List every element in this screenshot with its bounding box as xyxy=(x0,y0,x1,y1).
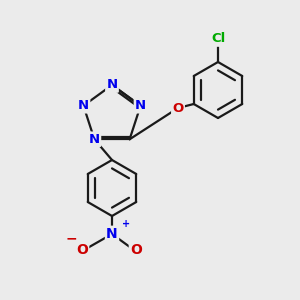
Text: +: + xyxy=(122,219,130,229)
Text: −: − xyxy=(66,231,78,245)
Text: N: N xyxy=(106,79,118,92)
Text: Cl: Cl xyxy=(211,32,225,46)
Text: O: O xyxy=(130,243,142,257)
Text: N: N xyxy=(78,99,89,112)
Text: O: O xyxy=(76,243,88,257)
Text: O: O xyxy=(172,101,184,115)
Text: N: N xyxy=(106,227,118,241)
Text: N: N xyxy=(89,133,100,146)
Text: N: N xyxy=(135,99,146,112)
